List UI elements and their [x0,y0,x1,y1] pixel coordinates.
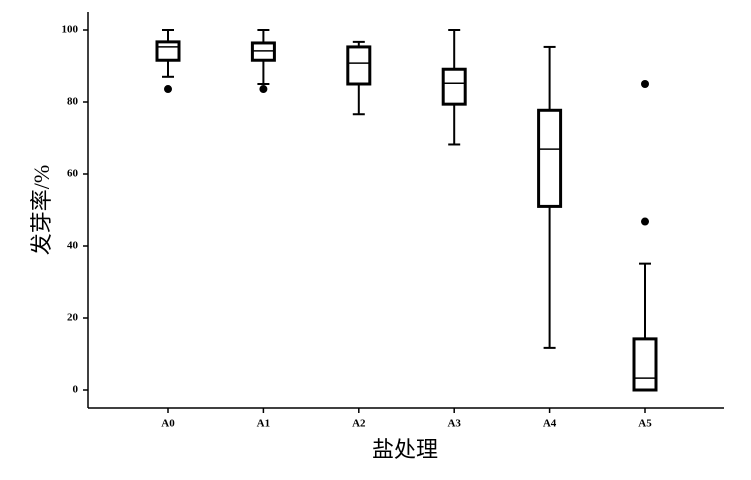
y-tick-label: 60 [67,168,79,180]
x-tick-label: A4 [543,418,557,430]
x-tick-label: A0 [161,418,175,430]
outlier [259,85,268,94]
outlier [164,85,172,94]
y-tick-label: 80 [67,96,79,108]
y-tick-label: 20 [67,312,79,324]
y-axis-title: 发芽率/% [29,165,54,255]
box [441,67,467,106]
y-tick-label: 40 [67,240,79,252]
x-axis-title: 盐处理 [372,437,438,462]
y-tick-label: 100 [62,24,79,36]
outlier [641,217,649,226]
outlier [641,80,649,88]
box [155,40,181,62]
x-tick-label: A5 [638,418,652,430]
x-tick-label: A2 [352,418,366,430]
box [346,45,372,86]
y-tick-label: 0 [73,384,79,396]
x-tick-label: A1 [257,418,270,430]
x-tick-label: A3 [447,418,461,430]
box [632,337,658,392]
box [537,108,563,208]
